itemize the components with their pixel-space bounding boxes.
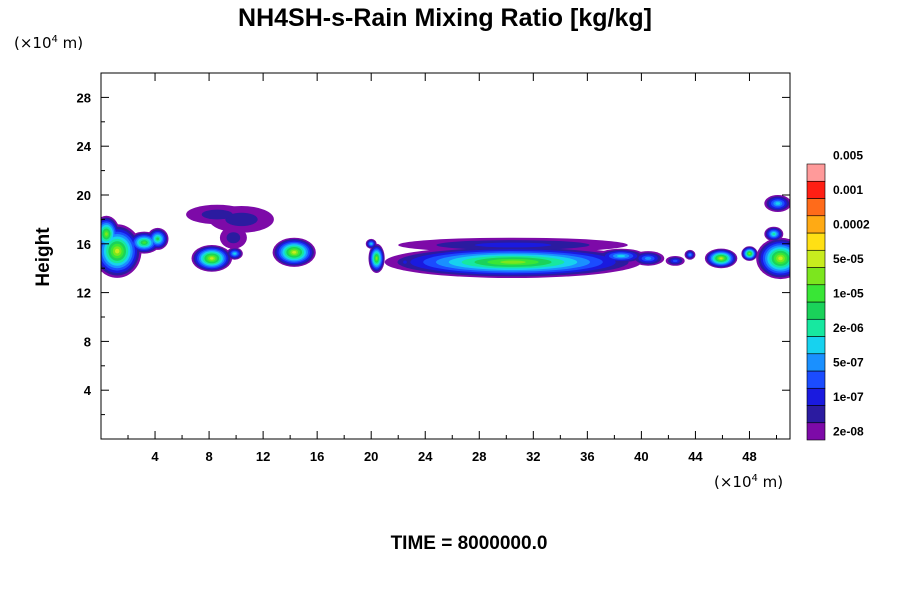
- contour-cell-7-level-1: [201, 209, 233, 220]
- contour-cell-9-level-10: [292, 251, 297, 254]
- contour-cell-2-level-8: [142, 241, 146, 244]
- y-axis-unit: (×104 m): [14, 34, 83, 52]
- colorbar-swatch-4: [806, 353, 826, 372]
- contour-cell-8-level-1: [226, 232, 241, 244]
- colorbar-label-8: 0.005: [833, 148, 863, 162]
- x-tick-label: 48: [742, 449, 756, 464]
- colorbar: 2e-08 1e-07 5e-07 2e-06 1e-05 5e-05 0.0002 0.00…: [806, 148, 870, 441]
- x-tick-label: 28: [472, 449, 486, 464]
- y-tick-label: 12: [77, 286, 91, 301]
- colorbar-label-4: 1e-05: [833, 286, 864, 300]
- contour-cell-5-level-5: [233, 252, 237, 255]
- time-label: TIME = 8000000.0: [391, 533, 548, 554]
- colorbar-swatch-14: [806, 180, 826, 199]
- colorbar-swatch-11: [806, 232, 826, 251]
- contour-cell-10-level-9: [375, 256, 378, 260]
- colorbar-swatch-15: [806, 163, 826, 182]
- contour-cell-18-level-4: [688, 253, 692, 256]
- colorbar-swatch-8: [806, 284, 826, 303]
- contour-cell-21-level-10: [778, 256, 783, 261]
- contour-cell-23-level-5: [775, 202, 781, 205]
- colorbar-swatch-2: [806, 387, 826, 406]
- contour-cell-19-level-10: [719, 257, 723, 260]
- contour-cell-4-level-10: [210, 257, 214, 260]
- contour-field: [101, 195, 790, 280]
- x-axis-unit: (×104 m): [714, 473, 783, 491]
- y-tick-label: 20: [77, 188, 91, 203]
- colorbar-swatch-13: [806, 198, 826, 217]
- colorbar-swatch-12: [806, 215, 826, 234]
- x-tick-label: 40: [634, 449, 648, 464]
- contour-cell-17-level-3: [672, 259, 678, 263]
- contour-cell-3-level-7: [156, 237, 160, 241]
- contour-cell-12-level-2: [403, 260, 407, 264]
- colorbar-swatch-7: [806, 301, 826, 320]
- colorbar-swatch-9: [806, 267, 826, 286]
- y-tick-label: 8: [84, 334, 91, 349]
- colorbar-swatch-3: [806, 370, 826, 389]
- chart-title: NH4SH-s-Rain Mixing Ratio [kg/kg]: [238, 4, 652, 32]
- colorbar-swatch-1: [806, 405, 826, 424]
- y-tick-label: 16: [77, 237, 91, 252]
- contour-cell-13-level-9: [500, 260, 526, 264]
- x-tick-label: 12: [256, 449, 270, 464]
- x-tick-label: 16: [310, 449, 324, 464]
- colorbar-label-7: 0.001: [833, 183, 863, 197]
- contour-cell-22-level-6: [772, 233, 776, 235]
- x-tick-label: 24: [418, 449, 433, 464]
- x-tick-label: 32: [526, 449, 540, 464]
- x-tick-label: 8: [205, 449, 212, 464]
- colorbar-swatch-10: [806, 249, 826, 268]
- y-tick-label: 4: [84, 383, 92, 398]
- contour-cell-1-level-9: [105, 232, 108, 236]
- colorbar-label-1: 1e-07: [833, 390, 864, 404]
- colorbar-label-2: 5e-07: [833, 355, 864, 369]
- x-tick-label: 20: [364, 449, 378, 464]
- x-tick-label: 36: [580, 449, 594, 464]
- colorbar-swatch-6: [806, 318, 826, 337]
- contour-cell-11-level-5: [370, 243, 373, 245]
- colorbar-label-5: 5e-05: [833, 252, 864, 266]
- x-tick-label: 4: [151, 449, 159, 464]
- plot-frame: [100, 72, 791, 440]
- colorbar-label-0: 2e-08: [833, 424, 864, 438]
- colorbar-swatch-0: [806, 422, 826, 441]
- contour-cell-0-level-10: [115, 248, 120, 254]
- y-axis-label: Height: [33, 227, 54, 287]
- contour-cell-15-level-5: [617, 254, 626, 258]
- y-tick-label: 28: [77, 90, 91, 105]
- y-tick-label: 24: [77, 139, 92, 154]
- contour-cell-6-level-1: [225, 212, 258, 227]
- colorbar-label-6: 0.0002: [833, 217, 870, 231]
- colorbar-label-3: 2e-06: [833, 321, 864, 335]
- contour-cell-16-level-4: [644, 256, 652, 260]
- contour-cell-20-level-9: [748, 252, 751, 255]
- contour-cell-14-level-2: [474, 242, 552, 248]
- colorbar-swatch-5: [806, 336, 826, 355]
- x-tick-label: 44: [688, 449, 703, 464]
